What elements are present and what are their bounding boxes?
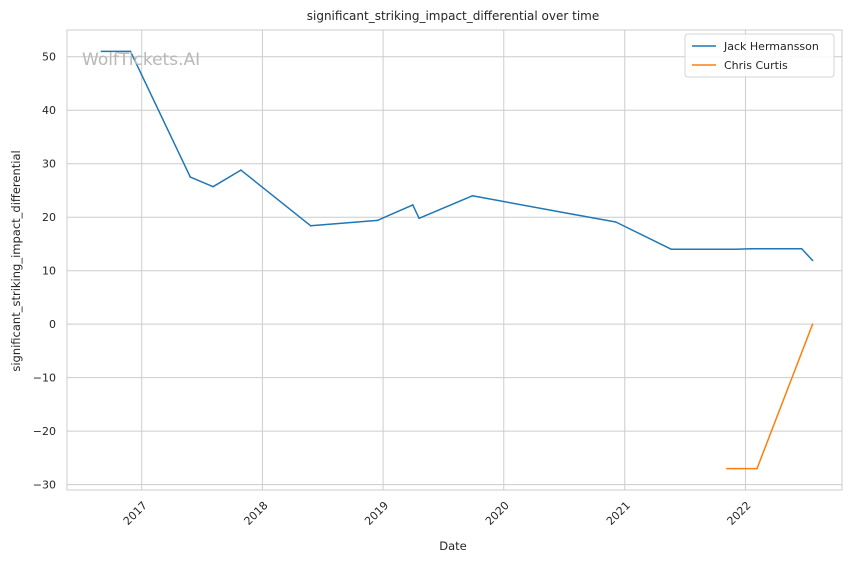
legend: Jack Hermansson Chris Curtis bbox=[684, 33, 835, 78]
data-point-jack-hermansson bbox=[100, 50, 103, 53]
data-point-jack-hermansson bbox=[734, 248, 736, 251]
data-point-jack-hermansson bbox=[309, 225, 312, 227]
data-point-chris-curtis bbox=[811, 323, 814, 326]
plot-area-border bbox=[66, 29, 843, 491]
data-point-jack-hermansson bbox=[471, 195, 474, 197]
x-axis-title: Date bbox=[439, 539, 467, 553]
y-tick-label: −30 bbox=[33, 479, 56, 492]
data-point-jack-hermansson bbox=[376, 219, 379, 222]
y-tick-label: 0 bbox=[49, 318, 56, 331]
data-point-jack-hermansson bbox=[418, 217, 420, 220]
data-point-jack-hermansson bbox=[412, 204, 414, 206]
data-point-jack-hermansson bbox=[800, 248, 803, 250]
data-point-jack-hermansson bbox=[811, 259, 814, 262]
y-tick-label: −20 bbox=[33, 425, 56, 438]
chart-title: significant_striking_impact_differential… bbox=[307, 9, 599, 23]
y-tick-label: 40 bbox=[42, 104, 56, 117]
y-tick-label: 50 bbox=[42, 51, 56, 64]
y-tick-label: 30 bbox=[42, 158, 56, 171]
data-point-chris-curtis bbox=[756, 467, 758, 470]
data-point-jack-hermansson bbox=[750, 248, 753, 250]
data-point-jack-hermansson bbox=[615, 221, 617, 223]
legend-label-chris-curtis: Chris Curtis bbox=[724, 59, 788, 72]
data-lines bbox=[100, 50, 814, 470]
watermark-text: WolfTickets.AI bbox=[82, 50, 200, 70]
y-tick-label: 20 bbox=[42, 211, 56, 224]
data-point-chris-curtis bbox=[726, 467, 728, 470]
grid-lines bbox=[67, 30, 842, 490]
data-point-jack-hermansson bbox=[573, 213, 575, 216]
data-point-jack-hermansson bbox=[189, 176, 192, 178]
data-point-jack-hermansson bbox=[129, 50, 132, 53]
data-point-jack-hermansson bbox=[670, 248, 673, 251]
data-point-jack-hermansson bbox=[240, 169, 242, 171]
y-tick-label: 10 bbox=[42, 265, 56, 278]
y-tick-label: −10 bbox=[33, 372, 56, 385]
legend-box bbox=[684, 33, 835, 78]
data-point-jack-hermansson bbox=[212, 185, 214, 188]
legend-label-jack-hermansson: Jack Hermansson bbox=[723, 40, 819, 53]
y-axis-title: significant_striking_impact_differential bbox=[9, 150, 23, 371]
